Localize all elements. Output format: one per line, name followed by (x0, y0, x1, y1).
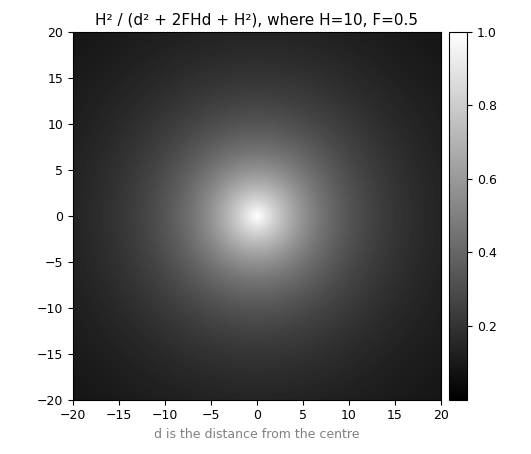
Title: H² / (d² + 2FHd + H²), where H=10, F=0.5: H² / (d² + 2FHd + H²), where H=10, F=0.5 (95, 13, 418, 28)
X-axis label: d is the distance from the centre: d is the distance from the centre (154, 428, 359, 441)
